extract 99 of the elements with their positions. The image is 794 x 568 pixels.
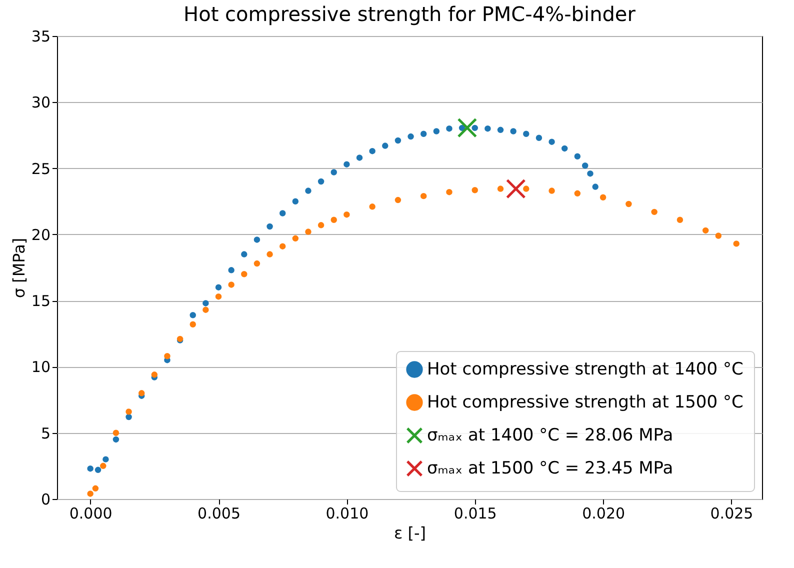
point [472, 186, 478, 194]
chart-title: Hot compressive strength for PMC-4%-binder [184, 2, 636, 26]
point [228, 282, 234, 288]
point [510, 128, 516, 134]
y-tick-label: 30 [31, 94, 50, 112]
point [446, 125, 452, 132]
point [506, 178, 526, 199]
point [102, 456, 109, 462]
point [292, 198, 299, 204]
point [574, 153, 581, 160]
point [523, 186, 530, 192]
point [87, 465, 94, 472]
point [100, 462, 106, 470]
point [497, 186, 504, 192]
point [241, 270, 248, 278]
point [587, 170, 594, 177]
point [548, 138, 555, 145]
point [592, 184, 598, 190]
point [702, 227, 709, 234]
point [94, 466, 102, 474]
point [151, 372, 158, 378]
point [92, 485, 99, 492]
point [733, 240, 740, 247]
point [676, 216, 684, 223]
point [190, 312, 196, 318]
legend-label: Hot compressive strength at 1500 °C [427, 392, 744, 412]
point [433, 128, 440, 134]
point [305, 228, 312, 235]
point [548, 188, 555, 194]
point [215, 293, 222, 300]
point [87, 490, 94, 497]
point [651, 208, 658, 216]
point [561, 145, 568, 152]
point [344, 161, 350, 168]
y-tick-label: 20 [31, 226, 50, 244]
point [344, 211, 350, 218]
point [715, 232, 722, 239]
point [254, 236, 260, 243]
point [112, 436, 120, 443]
point [523, 130, 530, 138]
point [497, 126, 504, 134]
y-tick-label: 10 [31, 358, 50, 376]
point [458, 124, 466, 132]
x-tick-label: 0.025 [710, 504, 754, 522]
point [626, 200, 632, 208]
point [254, 260, 260, 267]
point [369, 148, 376, 154]
point [420, 130, 427, 138]
point [241, 251, 248, 258]
point [382, 142, 388, 149]
y-tick-label: 25 [31, 160, 50, 178]
point [202, 300, 209, 306]
point [292, 235, 299, 242]
x-axis-title: ε [-] [394, 524, 426, 542]
point [330, 169, 337, 176]
y-tick-label: 0 [40, 490, 50, 508]
point [126, 414, 132, 420]
point [484, 125, 491, 132]
x-tick-label: 0.010 [326, 504, 369, 522]
point [600, 194, 606, 201]
legend-label: σₘₐₓ at 1400 °C = 28.06 MPa [427, 426, 674, 446]
point [582, 162, 588, 169]
point [318, 222, 324, 228]
point [330, 216, 337, 223]
point [394, 137, 402, 144]
x-tick-label: 0.015 [454, 504, 497, 522]
point [457, 118, 478, 138]
y-tick-label: 35 [31, 28, 50, 46]
x-tick-label: 0.020 [582, 504, 626, 522]
y-axis-title: σ [MPa] [9, 238, 28, 298]
point [266, 251, 273, 258]
point [408, 133, 414, 140]
point [138, 390, 145, 396]
legend-label: σₘₐₓ at 1500 °C = 23.45 MPa [427, 458, 674, 478]
point [446, 188, 452, 196]
point [369, 204, 376, 210]
x-tick-label: 0.005 [198, 504, 240, 522]
point [279, 210, 286, 216]
y-tick-label: 5 [40, 424, 50, 442]
x-tick-label: 0.000 [69, 504, 112, 522]
point [228, 267, 234, 274]
legend-label: Hot compressive strength at 1400 °C [427, 360, 744, 380]
point [472, 124, 478, 132]
point [215, 284, 222, 290]
point [279, 243, 286, 250]
y-tick-label: 15 [31, 292, 50, 310]
point [190, 321, 196, 328]
point [318, 178, 324, 185]
point [356, 154, 363, 161]
point [112, 430, 120, 436]
point [266, 223, 273, 230]
point [126, 408, 132, 415]
point [536, 134, 542, 141]
point [420, 192, 427, 200]
point [394, 196, 402, 204]
point [574, 190, 581, 197]
point [164, 353, 170, 360]
point [202, 306, 209, 313]
point [305, 188, 312, 194]
